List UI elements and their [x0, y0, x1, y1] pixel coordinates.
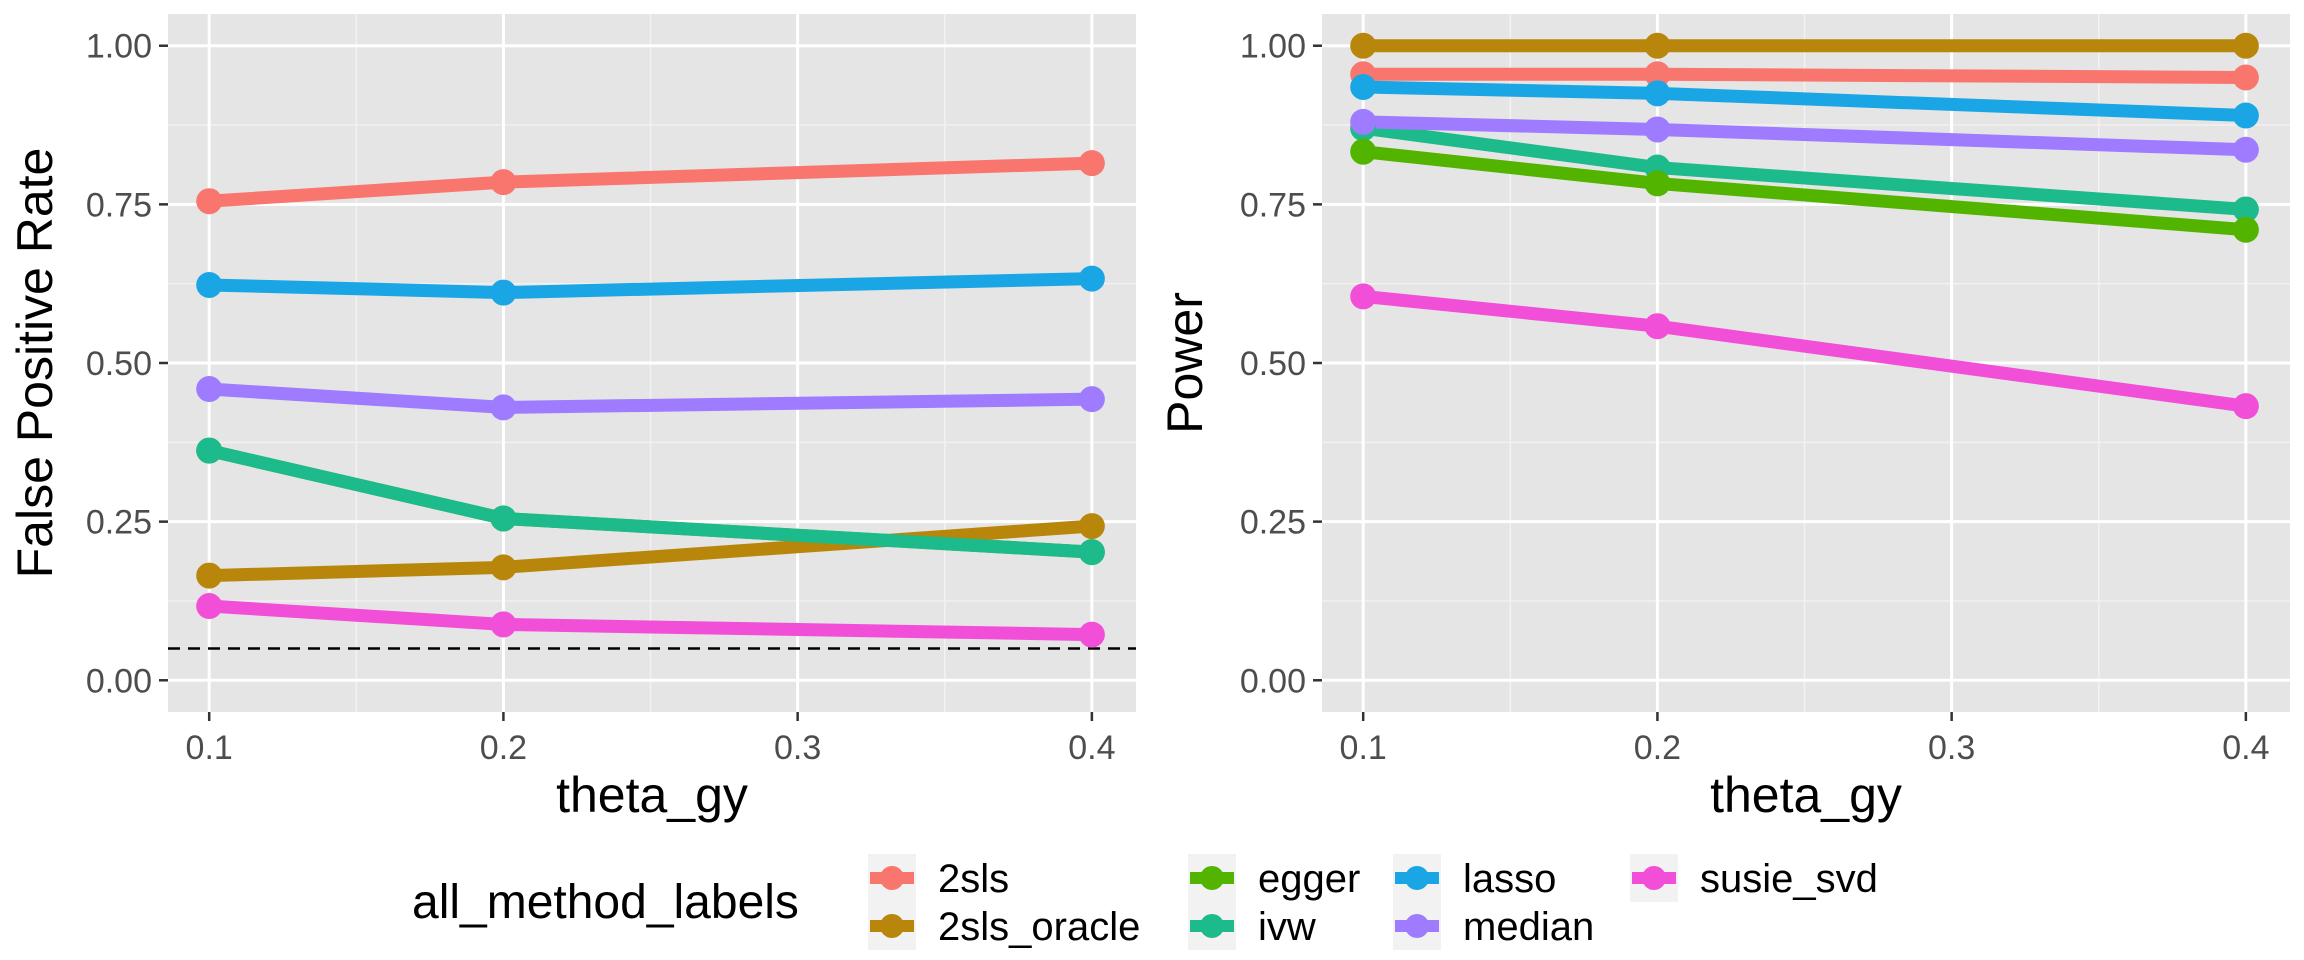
- power-y-axis-title: Power: [1157, 292, 1213, 434]
- fpr-y-axis-title: False Positive Rate: [7, 148, 63, 579]
- power-y-tick-label: 0.75: [1240, 186, 1306, 224]
- fpr-y-tick-label: 1.00: [86, 28, 152, 66]
- fpr-point-2sls: [1078, 150, 1105, 177]
- legend-label: 2sls_oracle: [938, 905, 1140, 949]
- power-point-median: [2232, 136, 2259, 163]
- fpr-point-susie_svd: [196, 593, 223, 620]
- power-x-tick-label: 0.4: [2222, 729, 2269, 767]
- fpr-point-lasso: [490, 279, 517, 306]
- legend-label: ivw: [1258, 905, 1316, 949]
- power-series-line-2sls: [1363, 67, 2246, 84]
- power-y-tick-label: 1.00: [1240, 28, 1306, 66]
- legend-key-point: [1405, 914, 1429, 938]
- legend-label: egger: [1258, 857, 1360, 901]
- legend-key-point: [880, 866, 904, 890]
- power-point-egger: [1350, 138, 1377, 165]
- power-x-tick-label: 0.3: [1928, 729, 1975, 767]
- legend-label: lasso: [1463, 857, 1556, 901]
- fpr-point-2sls: [490, 169, 517, 196]
- legend-key-point: [1200, 866, 1224, 890]
- legend-item-median: median: [1393, 902, 1594, 950]
- power-x-axis-title: theta_gy: [1710, 767, 1902, 823]
- power-point-ivw: [2232, 196, 2259, 223]
- fpr-x-tick-label: 0.3: [774, 729, 821, 767]
- legend-key-point: [1405, 866, 1429, 890]
- fpr-point-ivw: [1078, 539, 1105, 566]
- power-y-tick-label: 0.50: [1240, 345, 1306, 383]
- power-y-tick-label: 0.25: [1240, 504, 1306, 542]
- power-x-tick-label: 0.2: [1634, 729, 1681, 767]
- fpr-panel: 0.1 0.2 0.3 0.4 0.00 0.25 0.50 0.75 1.00 theta_g…: [7, 14, 1136, 823]
- fpr-x-tick-label: 0.1: [186, 729, 233, 767]
- power-point-susie_svd: [1644, 313, 1671, 340]
- fpr-point-median: [1078, 386, 1105, 413]
- fpr-point-ivw: [196, 437, 223, 464]
- power-point-susie_svd: [2232, 393, 2259, 420]
- legend-key-point: [1642, 866, 1666, 890]
- fpr-x-tick-label: 0.2: [480, 729, 527, 767]
- fpr-point-median: [196, 376, 223, 403]
- power-point-2sls: [1644, 61, 1671, 88]
- fpr-point-lasso: [1078, 265, 1105, 292]
- fpr-point-ivw: [490, 505, 517, 532]
- legend-item-egger: egger: [1188, 854, 1360, 902]
- power-point-median: [1644, 116, 1671, 143]
- fpr-point-2sls_oracle: [490, 554, 517, 581]
- fpr-point-2sls_oracle: [196, 562, 223, 589]
- power-point-lasso: [2232, 102, 2259, 129]
- legend-item-2sls_oracle: 2sls_oracle: [868, 902, 1140, 950]
- fpr-point-susie_svd: [1078, 621, 1105, 648]
- fpr-point-2sls_oracle: [1078, 513, 1105, 540]
- fpr-y-tick-label: 0.25: [86, 504, 152, 542]
- power-point-lasso: [1644, 80, 1671, 107]
- legend-label: 2sls: [938, 857, 1009, 901]
- power-point-lasso: [1350, 73, 1377, 100]
- fpr-y-tick-label: 0.50: [86, 345, 152, 383]
- fpr-x-tick-label: 0.4: [1068, 729, 1115, 767]
- legend-item-lasso: lasso: [1393, 854, 1556, 902]
- fpr-point-lasso: [196, 271, 223, 298]
- fpr-point-2sls: [196, 188, 223, 215]
- power-y-tick-label: 0.00: [1240, 662, 1306, 700]
- fpr-y-tick-label: 0.00: [86, 662, 152, 700]
- power-point-susie_svd: [1350, 283, 1377, 310]
- fpr-point-susie_svd: [490, 611, 517, 638]
- power-point-2sls: [2232, 64, 2259, 91]
- legend-key-point: [1200, 914, 1224, 938]
- fpr-x-axis-title: theta_gy: [556, 767, 748, 823]
- legend-item-2sls: 2sls: [868, 854, 1009, 902]
- power-point-egger: [2232, 216, 2259, 243]
- legend-item-susie_svd: susie_svd: [1630, 854, 1878, 902]
- power-point-2sls_oracle: [2232, 32, 2259, 59]
- power-x-tick-label: 0.1: [1340, 729, 1387, 767]
- fpr-y-tick-label: 0.75: [86, 186, 152, 224]
- power-point-egger: [1644, 170, 1671, 197]
- legend-key-point: [880, 914, 904, 938]
- power-point-median: [1350, 108, 1377, 135]
- legend-item-ivw: ivw: [1188, 902, 1316, 950]
- legend-label: median: [1463, 905, 1594, 949]
- fpr-point-median: [490, 394, 517, 421]
- legend-label: susie_svd: [1700, 857, 1878, 901]
- power-point-2sls_oracle: [1644, 32, 1671, 59]
- legend-title: all_method_labels: [412, 876, 799, 929]
- power-panel: 0.1 0.2 0.3 0.4 0.00 0.25 0.50 0.75 1.00 theta_g…: [1157, 14, 2290, 823]
- power-point-2sls_oracle: [1350, 32, 1377, 59]
